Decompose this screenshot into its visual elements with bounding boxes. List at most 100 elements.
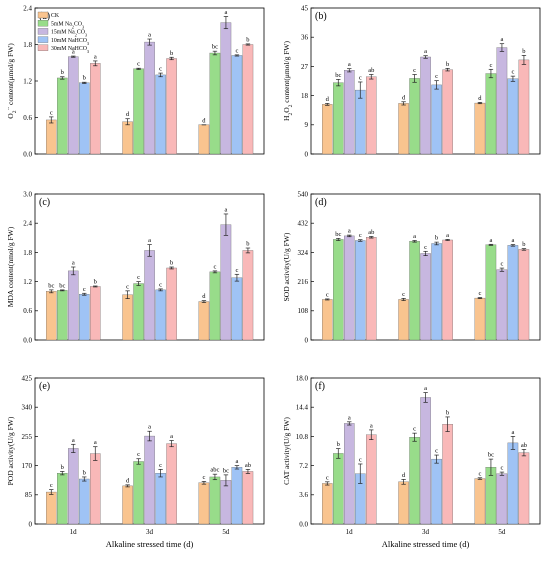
bar (507, 245, 519, 341)
bar (409, 78, 420, 155)
bar (68, 56, 79, 155)
significance-label: bc (335, 72, 341, 79)
significance-label: c (137, 274, 140, 281)
bar (57, 473, 68, 525)
legend-sub: 3 (87, 40, 89, 45)
significance-label: c (202, 474, 205, 481)
bar (198, 124, 210, 155)
significance-label: a (348, 61, 351, 68)
y-tick-label: 0 (305, 336, 309, 344)
significance-label: a (94, 53, 97, 60)
bar (144, 250, 155, 341)
significance-label: c (126, 283, 129, 290)
bar (90, 453, 101, 525)
legend-sub: 3 (87, 49, 89, 54)
significance-label: b (246, 241, 249, 248)
significance-label: c (235, 267, 238, 274)
y-tick-label: 7.2 (299, 462, 308, 470)
x-tick-label: 5d (222, 528, 230, 536)
y-tick-label: 540 (298, 190, 309, 198)
significance-label: bc (223, 467, 229, 474)
significance-label: c (359, 456, 362, 463)
significance-label: c (235, 47, 238, 54)
significance-label: c (137, 61, 140, 68)
significance-label: a (370, 422, 373, 429)
bar (333, 82, 344, 155)
bar (333, 239, 344, 341)
significance-label: bc (212, 44, 218, 51)
bar (46, 291, 57, 341)
significance-label: c (402, 291, 405, 298)
y-tick-label: 0.0 (299, 520, 308, 528)
bar (398, 103, 409, 155)
significance-label: c (359, 232, 362, 239)
bar (46, 119, 57, 155)
significance-label: a (148, 32, 151, 39)
bar (420, 56, 431, 155)
significance-label: a (413, 233, 416, 240)
bar (231, 55, 243, 155)
bar (474, 478, 486, 525)
bar (79, 294, 90, 341)
significance-label: b (170, 50, 173, 57)
significance-label: c (500, 465, 503, 472)
significance-label: b (170, 260, 173, 267)
bar (507, 78, 519, 155)
y-tick-label: 0 (29, 520, 33, 528)
bar (322, 299, 333, 341)
y-tick-label: 85 (25, 491, 33, 499)
legend-text: 5mM Na (51, 21, 72, 27)
bar (485, 244, 497, 341)
significance-label: c (424, 244, 427, 251)
significance-label: abc (210, 467, 219, 474)
significance-label: a (224, 206, 227, 213)
bar (68, 448, 79, 525)
significance-label: c (50, 109, 53, 116)
y-axis-label: SOD activity(U/g FW) (282, 232, 291, 301)
significance-label: c (159, 66, 162, 73)
significance-label: d (126, 111, 130, 118)
legend-text: CK (51, 13, 60, 19)
bar (474, 297, 486, 341)
ylabel-part: H (282, 115, 291, 121)
bar (220, 480, 232, 525)
significance-label: d (402, 472, 406, 479)
significance-label: ab (521, 442, 527, 449)
bar (155, 74, 166, 155)
y-tick-label: 0.0 (23, 336, 32, 344)
significance-label: c (326, 474, 329, 481)
bar (68, 270, 79, 341)
bar (220, 22, 232, 155)
chart-panel-c: 0.0 0.6 1.2 1.8 2.4 3.0 MDA content(nmol/g FW)… (6, 190, 265, 344)
significance-label: a (424, 48, 427, 55)
bar (442, 239, 453, 341)
bar (133, 283, 144, 341)
significance-label: a (348, 228, 351, 235)
significance-label: c (511, 69, 514, 76)
bar (474, 102, 486, 155)
significance-label: b (446, 61, 449, 68)
bar (144, 435, 155, 525)
legend-swatch (37, 28, 49, 35)
bar (322, 104, 333, 155)
ylabel-part: O (282, 107, 291, 113)
chart-panel-f: 0.0 3.6 7.2 10.8 14.4 18.0 CAT activity(U/g FW… (282, 374, 541, 536)
significance-label: b (337, 441, 340, 448)
significance-label: b (61, 464, 64, 471)
significance-label: c (213, 263, 216, 270)
y-tick-label: 1.2 (23, 278, 32, 286)
bar (344, 70, 355, 155)
bar (507, 442, 519, 525)
y-tick-label: 170 (22, 462, 33, 470)
significance-label: a (94, 439, 97, 446)
ylabel-part: content(μmol/g FW) (282, 41, 291, 105)
bar (442, 69, 453, 155)
y-tick-label: 432 (298, 220, 309, 228)
significance-label: c (435, 73, 438, 80)
bar (209, 476, 221, 525)
significance-label: a (72, 260, 75, 267)
significance-label: ab (368, 67, 374, 74)
significance-label: c (500, 261, 503, 268)
significance-label: d (402, 94, 406, 101)
